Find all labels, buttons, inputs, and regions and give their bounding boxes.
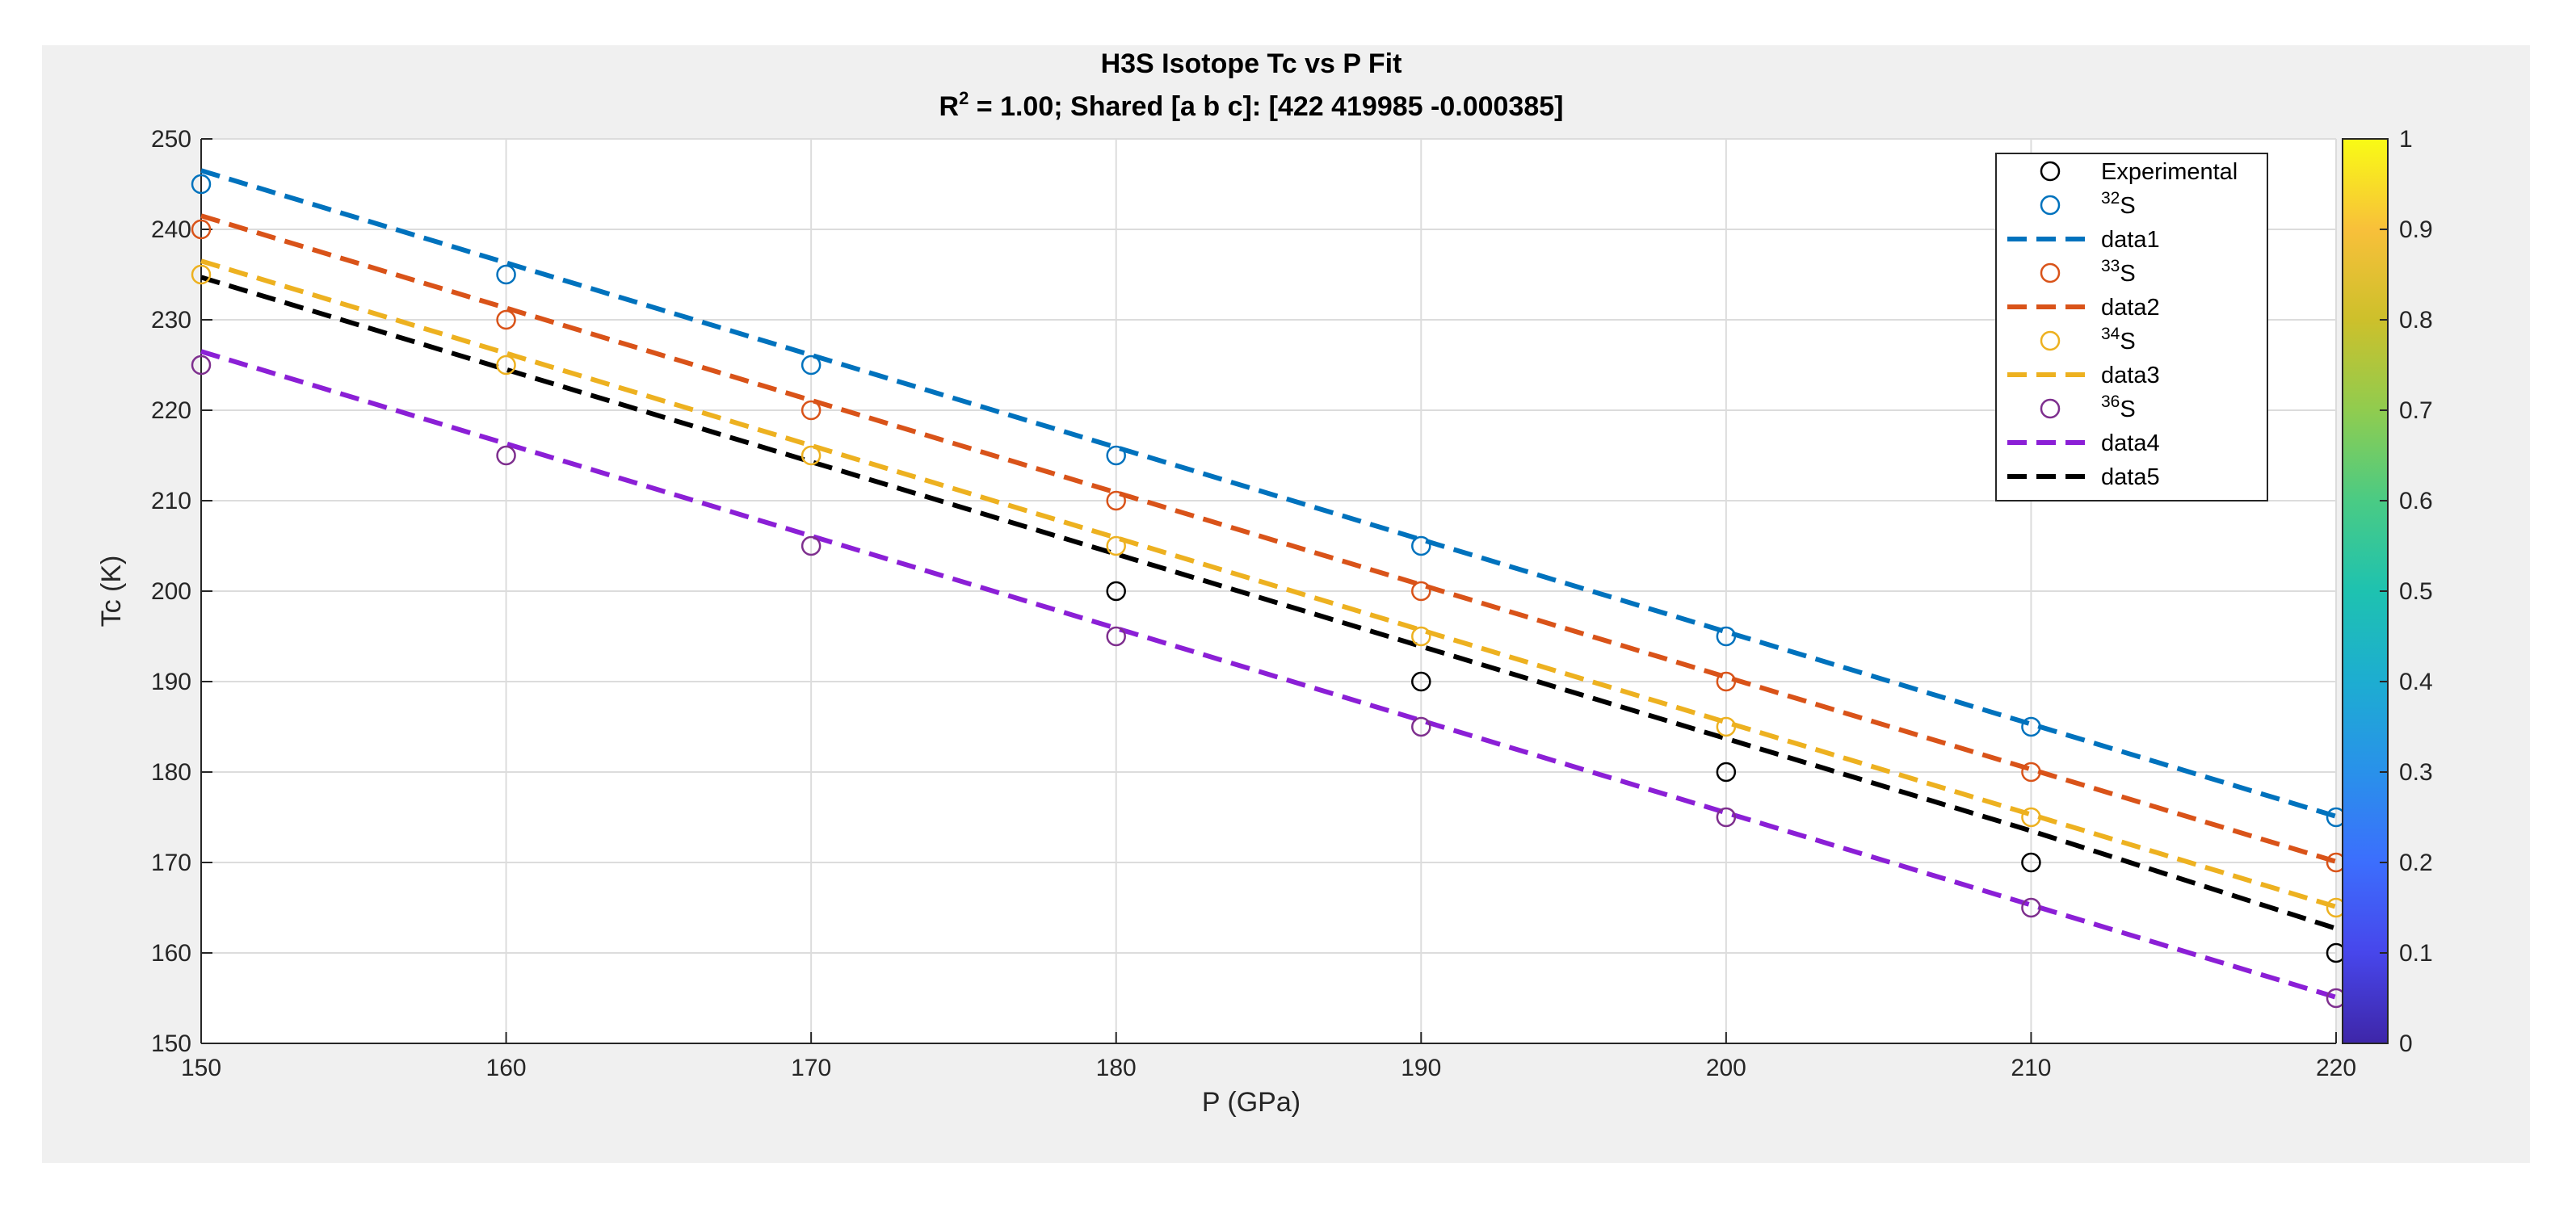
marker-32S bbox=[496, 264, 516, 285]
legend-marker bbox=[2040, 398, 2061, 419]
legend-marker bbox=[2040, 330, 2061, 351]
marker-33S bbox=[1716, 671, 1737, 692]
legend-entry: data3 bbox=[2101, 363, 2160, 388]
marker-34S bbox=[496, 355, 516, 376]
legend-entry: 33S bbox=[2101, 257, 2136, 287]
y-tick-label: 190 bbox=[151, 669, 191, 695]
y-tick-label: 200 bbox=[151, 578, 191, 605]
y-tick-label: 250 bbox=[151, 126, 191, 153]
series-line-data5 bbox=[200, 275, 2337, 931]
x-tick-label: 210 bbox=[2011, 1055, 2051, 1081]
marker-34S bbox=[1106, 535, 1126, 556]
x-tick-label: 220 bbox=[2316, 1055, 2356, 1081]
colorbar-gradient bbox=[2342, 138, 2389, 1044]
marker-32S bbox=[801, 355, 822, 376]
marker-33S bbox=[1411, 581, 1431, 602]
x-tick-label: 190 bbox=[1401, 1055, 1441, 1081]
colorbar-tick-label: 0 bbox=[2399, 1030, 2413, 1057]
legend-entry: 34S bbox=[2101, 325, 2136, 355]
marker-Experimental bbox=[1716, 762, 1737, 783]
colorbar-tick-label: 0.4 bbox=[2399, 669, 2433, 695]
series-line-data2 bbox=[200, 213, 2337, 864]
series-line-data1 bbox=[200, 168, 2337, 819]
x-tick-label: 170 bbox=[791, 1055, 831, 1081]
series-line-data3 bbox=[200, 258, 2337, 909]
marker-36S bbox=[2021, 897, 2041, 918]
x-tick-label: 160 bbox=[486, 1055, 527, 1081]
colorbar-tick-label: 0.2 bbox=[2399, 850, 2433, 876]
marker-36S bbox=[191, 355, 212, 376]
colorbar-tick-label: 0.3 bbox=[2399, 759, 2433, 786]
y-tick-label: 230 bbox=[151, 307, 191, 334]
marker-33S bbox=[2021, 762, 2041, 783]
marker-33S bbox=[496, 309, 516, 330]
series-line-data4 bbox=[200, 349, 2337, 1000]
plot-area: 150 160 170 180 190 200 210 220 150 160 170 180 190 2… bbox=[151, 126, 2356, 1081]
colorbar-tick-label: 0.9 bbox=[2399, 216, 2433, 243]
legend-marker bbox=[2040, 161, 2061, 182]
legend-entry: data4 bbox=[2101, 430, 2160, 456]
y-tick-label: 170 bbox=[151, 850, 191, 876]
colorbar-tick-label: 0.8 bbox=[2399, 307, 2433, 334]
marker-Experimental bbox=[1106, 581, 1126, 602]
y-tick-label: 240 bbox=[151, 216, 191, 243]
marker-32S bbox=[191, 174, 212, 195]
marker-32S bbox=[2021, 716, 2041, 737]
figure-background: H3S Isotope Tc vs P Fit R2 = 1.00; Share… bbox=[42, 45, 2530, 1163]
marker-Experimental bbox=[1411, 671, 1431, 692]
x-tick-label: 150 bbox=[181, 1055, 221, 1081]
marker-36S bbox=[801, 535, 822, 556]
marker-34S bbox=[1411, 626, 1431, 647]
x-tick-label: 200 bbox=[1706, 1055, 1746, 1081]
marker-32S bbox=[1716, 626, 1737, 647]
legend-entry: data1 bbox=[2101, 227, 2160, 253]
marker-34S bbox=[2021, 807, 2041, 828]
y-tick-label: 180 bbox=[151, 759, 191, 786]
marker-36S bbox=[1411, 716, 1431, 737]
x-axis-label: P (GPa) bbox=[1202, 1087, 1301, 1118]
colorbar-tick-label: 0.7 bbox=[2399, 397, 2433, 424]
marker-34S bbox=[1716, 716, 1737, 737]
marker-Experimental bbox=[2021, 852, 2041, 873]
legend: Experimental 32S data1 33S data2 34S data3 36S d… bbox=[1995, 153, 2268, 501]
y-tick-label: 210 bbox=[151, 488, 191, 514]
chart-title: H3S Isotope Tc vs P Fit bbox=[1101, 48, 1402, 79]
chart: H3S Isotope Tc vs P Fit R2 = 1.00; Share… bbox=[96, 48, 2433, 1118]
marker-36S bbox=[1716, 807, 1737, 828]
marker-34S bbox=[801, 445, 822, 466]
colorbar: 0 0.1 0.2 0.3 0.4 0.5 0.6 0.7 0.8 0.9 1 bbox=[2342, 126, 2433, 1057]
legend-entry: Experimental bbox=[2101, 159, 2238, 185]
colorbar-tick-label: 0.6 bbox=[2399, 488, 2433, 514]
marker-33S bbox=[191, 219, 212, 240]
legend-entry: data5 bbox=[2101, 464, 2160, 490]
marker-36S bbox=[496, 445, 516, 466]
y-axis-label: Tc (K) bbox=[96, 556, 127, 627]
colorbar-tick-label: 0.1 bbox=[2399, 940, 2433, 967]
legend-entry: 32S bbox=[2101, 189, 2136, 219]
legend-entry: data2 bbox=[2101, 295, 2160, 321]
marker-36S bbox=[1106, 626, 1126, 647]
x-tick-label: 180 bbox=[1096, 1055, 1137, 1081]
marker-32S bbox=[1411, 535, 1431, 556]
y-tick-label: 220 bbox=[151, 397, 191, 424]
colorbar-tick-label: 1 bbox=[2399, 126, 2413, 153]
legend-marker bbox=[2040, 195, 2061, 216]
marker-32S bbox=[1106, 445, 1126, 466]
colorbar-tick-label: 0.5 bbox=[2399, 578, 2433, 605]
marker-34S bbox=[191, 264, 212, 285]
legend-marker bbox=[2040, 262, 2061, 283]
chart-subtitle: R2 = 1.00; Shared [a b c]: [422 419985 -… bbox=[939, 88, 1564, 122]
marker-33S bbox=[1106, 490, 1126, 511]
y-tick-label: 150 bbox=[151, 1030, 191, 1057]
legend-entry: 36S bbox=[2101, 392, 2136, 422]
y-tick-label: 160 bbox=[151, 940, 191, 967]
marker-33S bbox=[801, 400, 822, 421]
